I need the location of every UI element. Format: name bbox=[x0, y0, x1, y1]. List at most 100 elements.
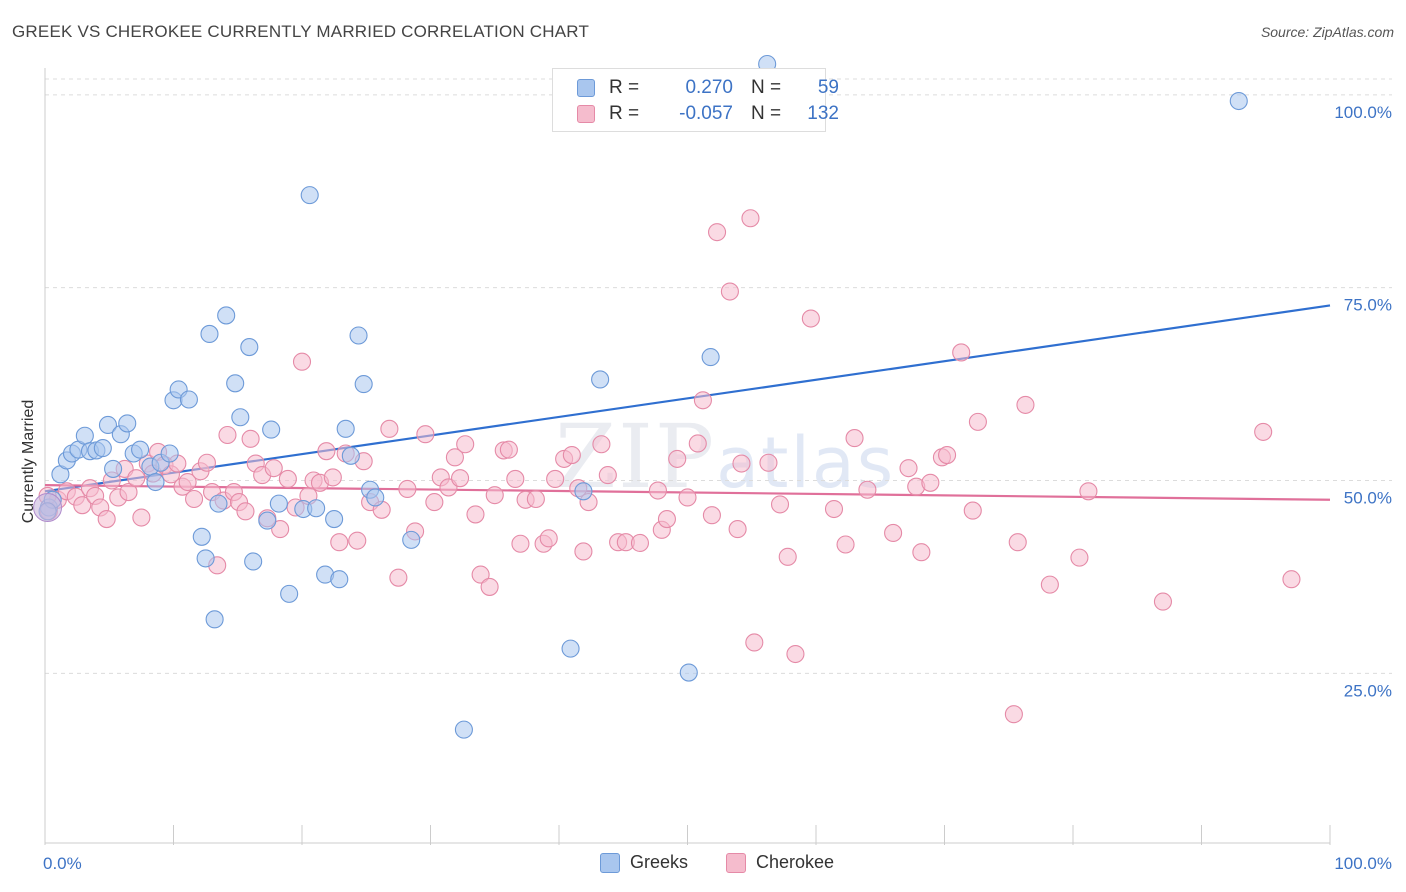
cherokee-point bbox=[292, 352, 312, 371]
cherokee-point bbox=[278, 469, 297, 489]
cherokee-point bbox=[630, 533, 650, 553]
cherokee-point bbox=[963, 501, 982, 520]
greeks-point bbox=[354, 375, 373, 394]
greeks-point bbox=[280, 584, 299, 603]
cherokee-point bbox=[73, 496, 92, 515]
greeks-point bbox=[240, 338, 259, 357]
cherokee-point bbox=[968, 412, 987, 431]
greeks-point bbox=[349, 326, 368, 345]
cherokee-point bbox=[425, 493, 444, 512]
cherokee-point bbox=[728, 520, 747, 539]
greeks-point bbox=[205, 610, 224, 629]
n-label: N = bbox=[751, 77, 782, 98]
n-value: 59 bbox=[817, 77, 839, 98]
cherokee-point bbox=[511, 534, 530, 553]
cherokee-point bbox=[1282, 570, 1301, 589]
cherokee-point bbox=[912, 543, 931, 562]
legend-item-cherokee[interactable]: Cherokee bbox=[726, 852, 834, 873]
cherokee-point bbox=[471, 565, 490, 584]
cherokee-point bbox=[218, 425, 237, 445]
cherokee-point bbox=[348, 531, 367, 550]
cherokee-point bbox=[708, 223, 727, 242]
r-value: -0.057 bbox=[679, 103, 733, 124]
cherokee-point bbox=[884, 523, 903, 542]
x-tick-label: 0.0% bbox=[43, 854, 82, 873]
greeks-point bbox=[701, 348, 720, 367]
cherokee-point bbox=[598, 466, 617, 485]
greeks-point bbox=[209, 494, 228, 513]
cherokee-point bbox=[317, 442, 336, 461]
cherokee-point bbox=[97, 510, 116, 529]
cherokee-point bbox=[741, 209, 760, 228]
cherokee-point bbox=[241, 429, 260, 448]
series-legend: Greeks Cherokee bbox=[0, 852, 1406, 878]
greeks-point bbox=[561, 639, 580, 658]
cherokee-point bbox=[480, 577, 499, 596]
cherokee-point bbox=[264, 459, 283, 478]
cherokee-point bbox=[127, 469, 146, 488]
r-value: 0.270 bbox=[685, 77, 733, 98]
y-tick-label: 50.0% bbox=[1344, 488, 1392, 507]
cherokee-point bbox=[720, 282, 739, 301]
y-tick-label: 25.0% bbox=[1344, 681, 1392, 700]
greeks-point bbox=[200, 324, 219, 344]
source-credit: Source: ZipAtlas.com bbox=[1260, 24, 1394, 40]
greeks-point bbox=[336, 419, 355, 438]
cherokee-point bbox=[546, 469, 565, 489]
data-points bbox=[33, 54, 1301, 739]
greeks-point bbox=[118, 414, 137, 433]
x-tick-label: 100.0% bbox=[1334, 854, 1392, 873]
cherokee-point bbox=[786, 644, 805, 664]
greeks-point bbox=[325, 510, 344, 529]
greeks-point bbox=[330, 570, 349, 589]
greeks-point bbox=[104, 459, 123, 478]
greeks-point bbox=[454, 720, 473, 739]
greeks-swatch bbox=[577, 79, 595, 97]
cherokee-point bbox=[745, 633, 764, 652]
cherokee-point bbox=[759, 453, 778, 472]
greeks-point bbox=[179, 390, 198, 409]
gridlines bbox=[45, 78, 1392, 674]
series-cherokee bbox=[38, 209, 1301, 724]
cherokee-point bbox=[648, 481, 667, 500]
cherokee-point bbox=[574, 542, 593, 561]
n-label: N = bbox=[751, 103, 782, 124]
cherokee-point bbox=[380, 419, 399, 438]
greeks-point bbox=[591, 370, 610, 389]
n-value: 132 bbox=[807, 103, 839, 124]
cherokee-swatch bbox=[577, 105, 595, 123]
cherokee-point bbox=[185, 489, 204, 509]
cherokee-point bbox=[562, 445, 581, 465]
cherokee-point bbox=[456, 435, 475, 454]
cherokee-point bbox=[858, 480, 877, 499]
cherokee-point bbox=[451, 469, 470, 488]
greeks-point bbox=[258, 511, 277, 530]
cherokee-point bbox=[657, 510, 676, 529]
cherokee-point bbox=[526, 489, 545, 509]
legend-row-greeks: R = 0.270 N = 59 bbox=[577, 76, 839, 100]
cherokee-point bbox=[466, 505, 485, 524]
greeks-point bbox=[98, 415, 118, 435]
cherokee-point bbox=[1070, 548, 1089, 567]
chart-title: GREEK VS CHEROKEE CURRENTLY MARRIED CORR… bbox=[12, 22, 590, 41]
r-label: R = bbox=[609, 77, 640, 98]
greeks-point bbox=[231, 408, 250, 427]
legend-label-cherokee: Cherokee bbox=[756, 852, 835, 872]
greeks-point bbox=[217, 306, 236, 325]
cherokee-point bbox=[938, 445, 957, 465]
cherokee-point bbox=[178, 472, 197, 492]
cherokee-point bbox=[824, 499, 844, 519]
greeks-point bbox=[679, 663, 698, 682]
cherokee-point bbox=[836, 535, 855, 554]
tick-labels: 25.0% 50.0% 75.0% 100.0% 0.0% 100.0% Currently… bbox=[20, 103, 1392, 873]
cherokee-point bbox=[1008, 533, 1027, 552]
cherokee-point bbox=[770, 495, 790, 514]
legend-item-greeks[interactable]: Greeks bbox=[600, 852, 688, 873]
cherokee-point bbox=[323, 468, 342, 487]
cherokee-point bbox=[921, 473, 940, 492]
legend-label-greeks: Greeks bbox=[630, 852, 689, 872]
cherokee-point bbox=[132, 508, 151, 527]
greeks-legend-swatch bbox=[600, 852, 620, 873]
cherokee-point bbox=[539, 529, 558, 548]
